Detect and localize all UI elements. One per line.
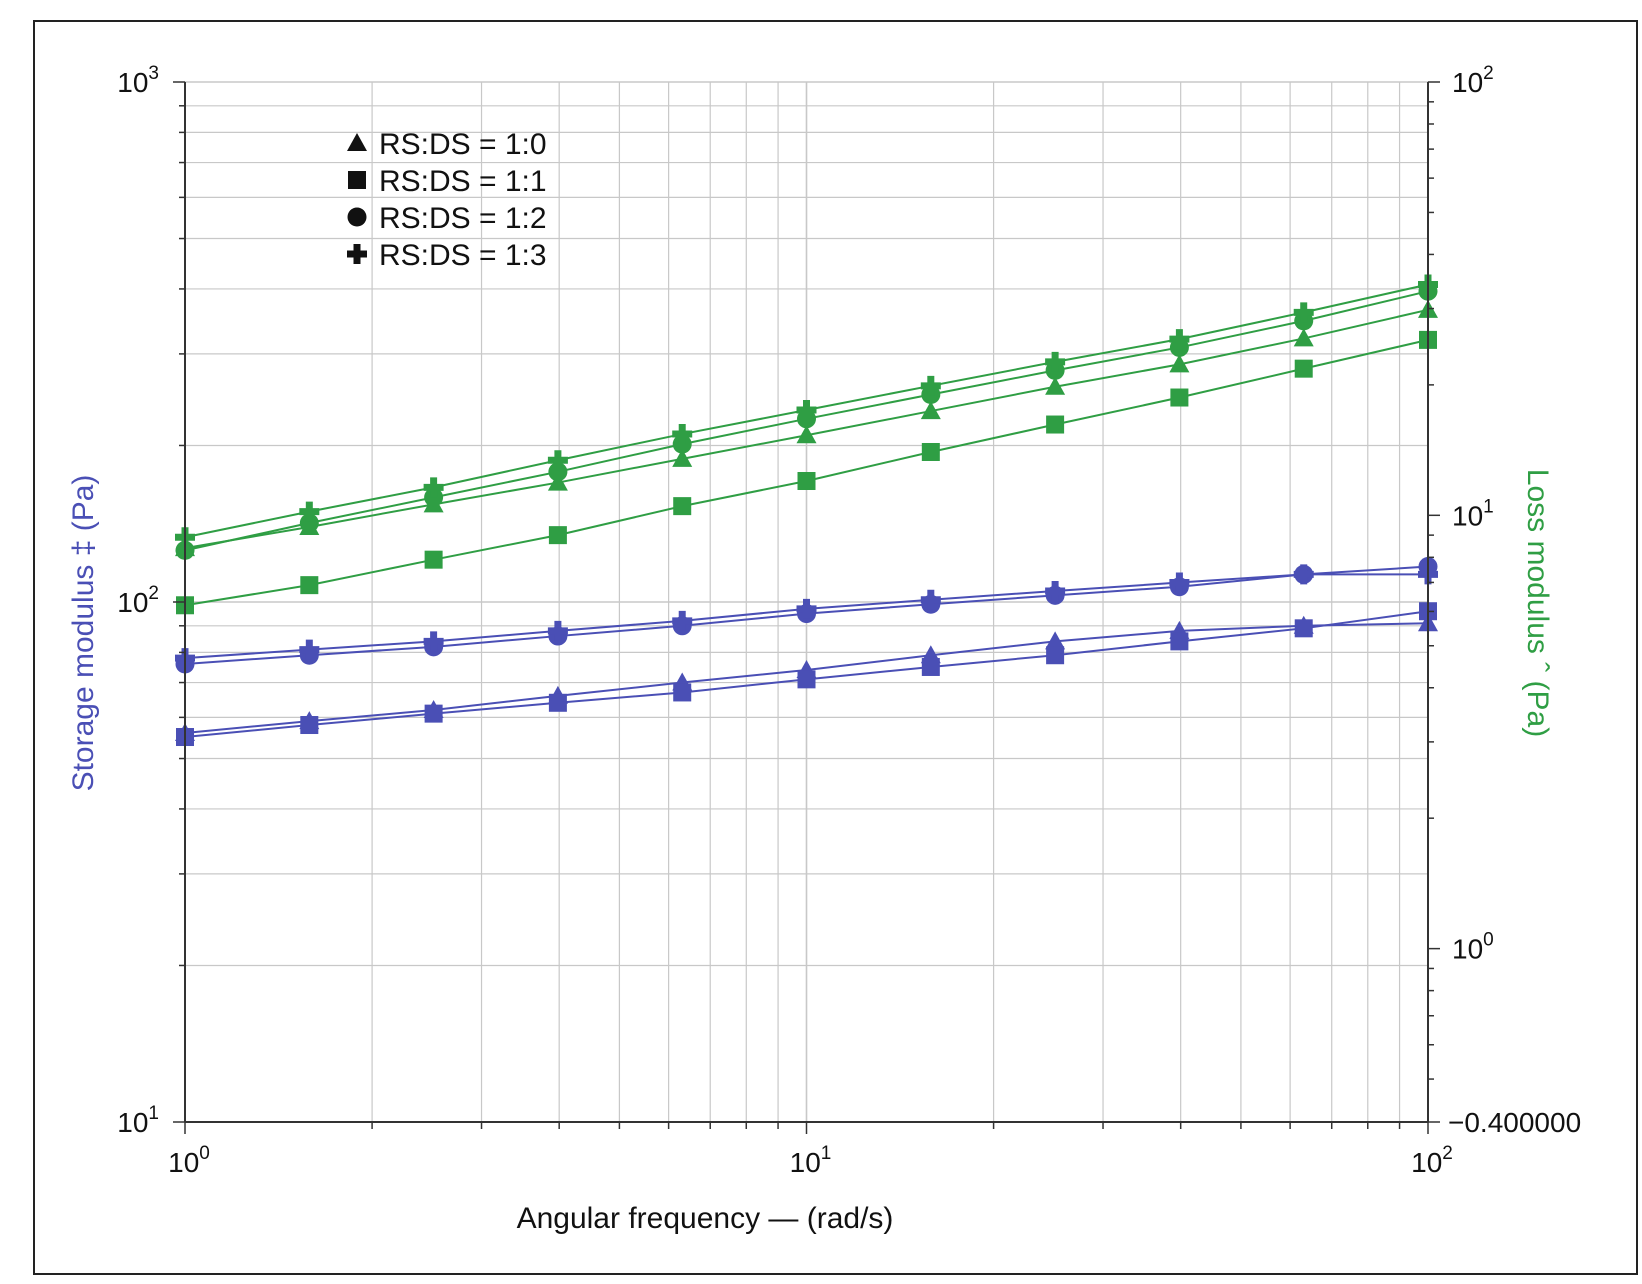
tick-labels: 100 101 102 101 102 103 100 101 102 −0.400000 <box>117 63 1581 1178</box>
legend-label: RS:DS = 1:0 <box>379 128 547 161</box>
storage-point-square <box>1046 646 1065 665</box>
legend: RS:DS = 1:0 RS:DS = 1:1 RS:DS = 1:2 RS:DS =… <box>347 128 547 272</box>
loss-point-square <box>1046 415 1065 434</box>
loss-point-square <box>1170 388 1189 407</box>
x-tick-label: 100 <box>168 1143 210 1178</box>
loss-point-triangle <box>1045 376 1066 395</box>
loss-point-cross <box>1169 329 1190 350</box>
loss-point-square <box>300 576 319 595</box>
storage-point-square <box>424 704 443 723</box>
storage-point-cross <box>796 598 817 619</box>
figure-frame <box>33 20 1638 1275</box>
storage-point-cross <box>1045 580 1066 601</box>
legend-label: RS:DS = 1:1 <box>379 165 547 198</box>
loss-point-square <box>548 526 567 545</box>
loss-point-square <box>921 442 940 461</box>
axes-layer <box>173 81 1440 1134</box>
loss-point-square <box>797 472 816 491</box>
storage-point-cross <box>672 610 693 631</box>
loss-point-triangle <box>920 401 941 420</box>
storage-point-square <box>673 683 692 702</box>
y-left-tick-label: 101 <box>117 1103 159 1138</box>
storage-point-square <box>300 716 319 735</box>
loss-point-cross <box>423 477 444 498</box>
loss-point-cross <box>299 501 320 522</box>
storage-point-cross <box>1169 572 1190 593</box>
loss-point-triangle <box>1169 354 1190 373</box>
storage-point-cross <box>1293 564 1314 585</box>
storage-point-cross <box>423 631 444 652</box>
legend-marker-square <box>348 171 366 189</box>
y-right-tick-label: 101 <box>1452 496 1494 531</box>
y-right-bottom-label: −0.400000 <box>1448 1107 1581 1138</box>
loss-point-cross <box>1293 302 1314 323</box>
loss-point-triangle <box>672 448 693 467</box>
storage-point-triangle <box>1045 631 1066 650</box>
x-tick-label: 101 <box>790 1143 832 1178</box>
loss-point-circle <box>299 513 319 533</box>
loss-point-square <box>1294 359 1313 378</box>
y-axis-left-title: Storage modulus ‡ (Pa) <box>67 475 100 792</box>
loss-point-cross <box>547 450 568 471</box>
series-layer <box>175 274 1438 747</box>
loss-point-cross <box>672 424 693 445</box>
y-axis-right-title: Loss modulus ˆ (Pa) <box>1521 469 1554 737</box>
storage-point-square <box>548 693 567 712</box>
x-tick-label: 102 <box>1411 1143 1453 1178</box>
legend-marker-cross <box>347 244 367 264</box>
loss-point-circle <box>672 434 692 454</box>
storage-point-cross <box>547 620 568 641</box>
storage-point-square <box>1294 619 1313 638</box>
storage-point-cross <box>920 589 941 610</box>
y-right-tick-label: 100 <box>1452 930 1494 965</box>
legend-label: RS:DS = 1:3 <box>379 239 547 272</box>
storage-point-square <box>921 657 940 676</box>
loss-point-square <box>424 550 443 569</box>
storage-point-square <box>1170 632 1189 651</box>
loss-point-cross <box>920 375 941 396</box>
storage-point-square <box>797 670 816 689</box>
loss-point-triangle <box>1293 328 1314 347</box>
x-axis-title: Angular frequency — (rad/s) <box>517 1202 894 1235</box>
loss-point-cross <box>1045 351 1066 372</box>
loss-point-circle <box>548 462 568 482</box>
legend-marker-triangle <box>347 133 367 151</box>
loss-point-square <box>673 497 692 516</box>
y-left-tick-label: 103 <box>117 63 159 98</box>
loss-point-triangle <box>547 472 568 491</box>
loss-point-cross <box>796 400 817 421</box>
legend-marker-circle <box>347 207 367 227</box>
legend-label: RS:DS = 1:2 <box>379 202 547 235</box>
y-right-tick-label: 102 <box>1452 63 1494 98</box>
y-left-tick-label: 102 <box>117 583 159 618</box>
storage-point-cross <box>299 639 320 660</box>
loss-point-triangle <box>796 425 817 444</box>
